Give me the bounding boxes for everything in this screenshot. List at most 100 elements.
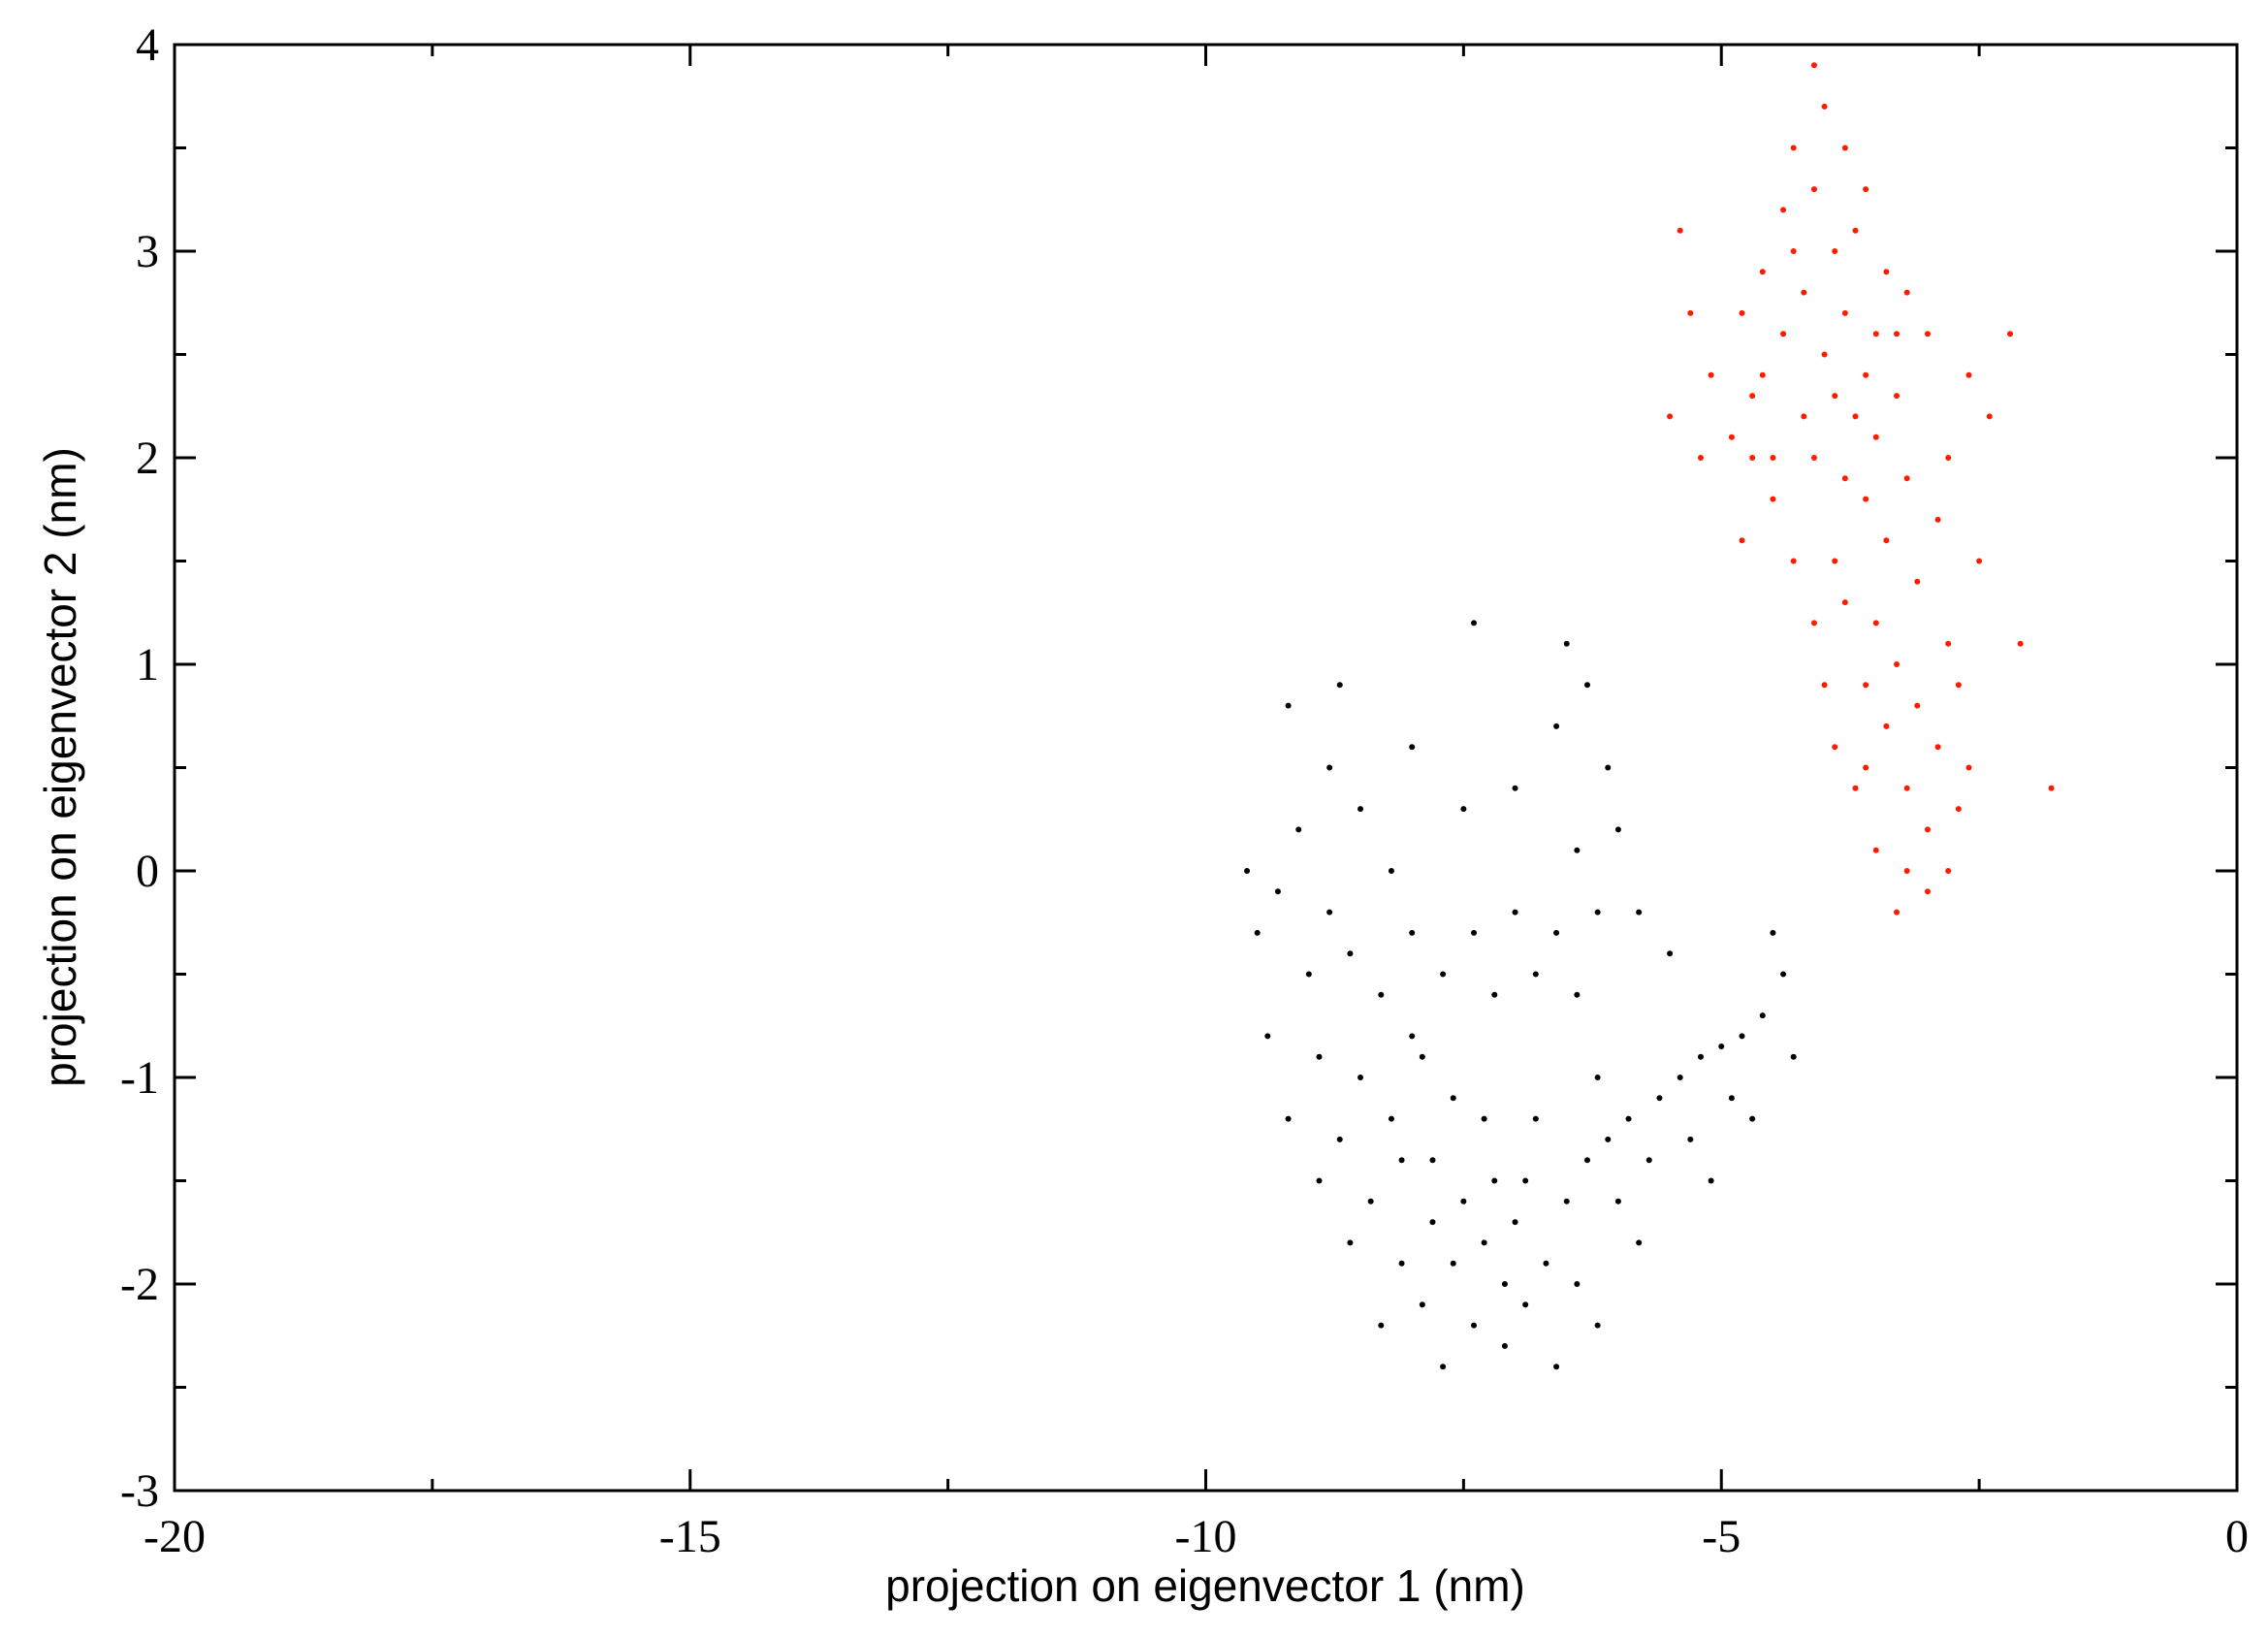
point	[1872, 331, 1879, 337]
point	[1863, 682, 1869, 689]
point	[1697, 1053, 1704, 1060]
point	[1770, 496, 1776, 502]
point	[1832, 558, 1838, 564]
point	[1409, 744, 1416, 751]
point	[1378, 1322, 1385, 1329]
point	[1614, 1198, 1621, 1204]
y-tick-label: -3	[120, 1465, 159, 1517]
point	[1553, 723, 1560, 729]
point	[1574, 991, 1581, 998]
point	[1594, 909, 1601, 915]
x-tick-label: -5	[1702, 1511, 1741, 1562]
point	[1739, 1033, 1745, 1040]
point	[1512, 785, 1518, 791]
point	[1667, 950, 1674, 957]
point	[1336, 682, 1343, 689]
point	[1543, 1260, 1549, 1267]
y-tick-label: 4	[136, 19, 159, 71]
point	[1759, 371, 1766, 378]
point	[1471, 929, 1478, 936]
point	[1934, 744, 1941, 751]
point	[1872, 620, 1879, 626]
point	[1583, 1157, 1590, 1164]
point	[1367, 1198, 1374, 1204]
point	[1440, 1364, 1447, 1370]
point	[1358, 1075, 1364, 1080]
point	[1305, 971, 1312, 978]
point	[1965, 764, 1972, 771]
point	[1903, 475, 1910, 482]
point	[1388, 1115, 1394, 1122]
point	[1945, 455, 1952, 461]
point	[1852, 785, 1859, 791]
point	[1739, 537, 1745, 544]
point	[1749, 455, 1756, 461]
point	[1481, 1239, 1487, 1246]
point	[2007, 331, 2014, 337]
point	[1677, 1075, 1683, 1080]
point	[1945, 640, 1952, 647]
point	[1903, 785, 1910, 791]
point	[1645, 1157, 1652, 1164]
point	[1409, 929, 1416, 936]
point	[1841, 145, 1848, 151]
point	[1810, 455, 1817, 461]
point	[1388, 868, 1394, 874]
point	[1903, 868, 1910, 874]
point	[1924, 826, 1931, 833]
point	[1821, 682, 1828, 689]
point	[1285, 702, 1292, 709]
point	[1780, 331, 1787, 337]
point	[1914, 702, 1921, 709]
point	[1945, 868, 1952, 874]
point	[1358, 806, 1364, 813]
point	[1471, 1322, 1478, 1329]
point	[1872, 434, 1879, 440]
point	[1398, 1157, 1405, 1164]
point	[1883, 723, 1890, 729]
point	[1636, 1239, 1643, 1246]
plot-frame	[173, 43, 2239, 1493]
point	[1903, 289, 1910, 296]
point	[2048, 785, 2055, 791]
point	[1656, 1095, 1663, 1102]
point	[1481, 1115, 1487, 1122]
point	[2017, 640, 2024, 647]
point	[1636, 909, 1643, 915]
point	[1934, 516, 1941, 523]
point	[1821, 351, 1828, 358]
point	[1326, 764, 1333, 771]
point	[1810, 620, 1817, 626]
x-tick-label: -10	[1175, 1511, 1237, 1562]
point	[1718, 1044, 1725, 1050]
point	[1574, 847, 1581, 853]
point	[1749, 393, 1756, 400]
x-tick-label: -20	[144, 1511, 206, 1562]
y-axis-label: projection on eigenvector 2 (nm)	[35, 447, 85, 1087]
point	[1883, 269, 1890, 275]
point	[1316, 1177, 1323, 1184]
point	[1419, 1301, 1425, 1308]
point	[1594, 1322, 1601, 1329]
point	[1790, 558, 1797, 564]
point	[1728, 1095, 1735, 1102]
point	[1398, 1260, 1405, 1267]
point	[1780, 207, 1787, 213]
x-tick-label: 0	[2225, 1511, 2249, 1562]
point	[1532, 971, 1539, 978]
point	[1739, 309, 1745, 316]
point	[1563, 640, 1570, 647]
y-tick-label: -2	[120, 1259, 159, 1310]
point	[1976, 558, 1983, 564]
point	[1914, 578, 1921, 585]
point	[1419, 1053, 1425, 1060]
point	[1780, 971, 1787, 978]
point	[1594, 1075, 1601, 1080]
point	[1883, 537, 1890, 544]
point	[1667, 413, 1674, 420]
point	[1801, 289, 1807, 296]
point	[1605, 764, 1612, 771]
point	[1832, 744, 1838, 751]
point	[1759, 1012, 1766, 1019]
point	[1924, 888, 1931, 895]
